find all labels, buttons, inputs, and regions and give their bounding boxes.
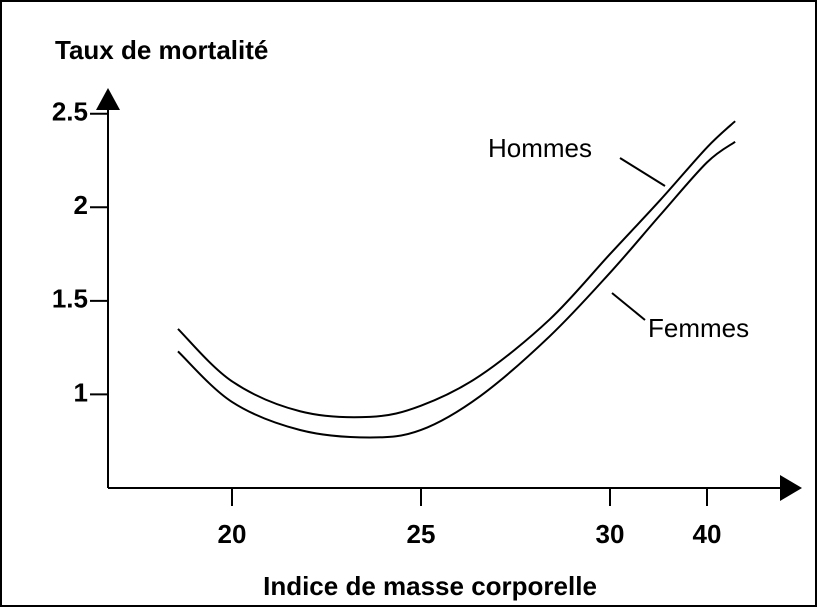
x-axis-label: Indice de masse corporelle — [263, 571, 597, 601]
x-tick-label: 20 — [218, 519, 247, 549]
chart-title: Taux de mortalité — [55, 35, 268, 65]
series-label: Hommes — [488, 133, 592, 163]
x-tick-label: 25 — [407, 519, 436, 549]
leader-line — [611, 292, 646, 321]
y-arrow — [96, 88, 120, 110]
y-tick-label: 1.5 — [52, 284, 88, 314]
line — [177, 120, 736, 419]
line — [177, 140, 736, 439]
y-tick-label: 1 — [74, 377, 88, 407]
x-tick-label: 40 — [693, 519, 722, 549]
x-arrow — [780, 475, 802, 501]
leader-line — [619, 157, 666, 187]
series-label: Femmes — [648, 313, 749, 343]
x-tick-label: 30 — [596, 519, 625, 549]
y-tick-label: 2 — [74, 190, 88, 220]
y-tick-label: 2.5 — [52, 97, 88, 127]
